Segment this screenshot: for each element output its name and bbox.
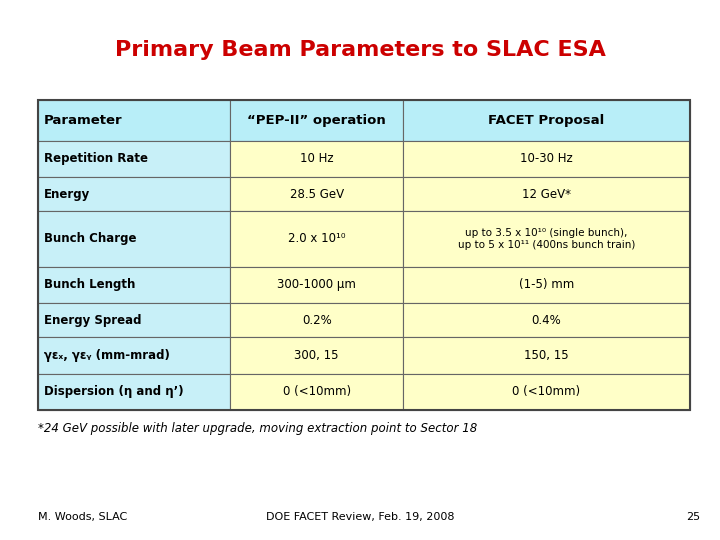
Text: Bunch Charge: Bunch Charge: [44, 232, 137, 246]
Text: 10 Hz: 10 Hz: [300, 152, 333, 165]
Text: FACET Proposal: FACET Proposal: [488, 114, 605, 127]
Bar: [403, 267, 690, 303]
Text: Bunch Length: Bunch Length: [44, 279, 135, 292]
Bar: [230, 140, 403, 177]
Bar: [403, 100, 690, 140]
Bar: [403, 338, 690, 374]
Bar: [403, 177, 690, 211]
Text: 0.4%: 0.4%: [531, 314, 562, 327]
Bar: [230, 100, 403, 140]
Text: 0 (<10mm): 0 (<10mm): [513, 386, 580, 399]
Bar: [230, 374, 403, 410]
Text: 28.5 GeV: 28.5 GeV: [289, 187, 343, 200]
Text: 0 (<10mm): 0 (<10mm): [283, 386, 351, 399]
Bar: [230, 338, 403, 374]
Text: Dispersion (η and η’): Dispersion (η and η’): [44, 386, 184, 399]
Bar: [38, 177, 230, 211]
Bar: [38, 100, 690, 410]
Text: “PEP-II” operation: “PEP-II” operation: [248, 114, 386, 127]
Bar: [38, 338, 230, 374]
Text: Repetition Rate: Repetition Rate: [44, 152, 148, 165]
Text: 25: 25: [686, 512, 700, 522]
Text: 0.2%: 0.2%: [302, 314, 332, 327]
Bar: [38, 267, 230, 303]
Text: (1-5) mm: (1-5) mm: [519, 279, 574, 292]
Bar: [403, 211, 690, 267]
Bar: [38, 211, 230, 267]
Bar: [38, 140, 230, 177]
Text: 12 GeV*: 12 GeV*: [522, 187, 571, 200]
Text: 300, 15: 300, 15: [294, 349, 339, 362]
Bar: [403, 374, 690, 410]
Text: 2.0 x 10¹⁰: 2.0 x 10¹⁰: [288, 232, 346, 246]
Bar: [38, 374, 230, 410]
Bar: [230, 267, 403, 303]
Text: DOE FACET Review, Feb. 19, 2008: DOE FACET Review, Feb. 19, 2008: [266, 512, 454, 522]
Text: Parameter: Parameter: [44, 114, 122, 127]
Bar: [403, 140, 690, 177]
Text: 150, 15: 150, 15: [524, 349, 569, 362]
Bar: [230, 303, 403, 338]
Bar: [230, 211, 403, 267]
Text: M. Woods, SLAC: M. Woods, SLAC: [38, 512, 127, 522]
Text: Primary Beam Parameters to SLAC ESA: Primary Beam Parameters to SLAC ESA: [114, 40, 606, 60]
Bar: [38, 100, 230, 140]
Bar: [38, 303, 230, 338]
Bar: [230, 177, 403, 211]
Text: 10-30 Hz: 10-30 Hz: [520, 152, 573, 165]
Text: up to 3.5 x 10¹⁰ (single bunch),
up to 5 x 10¹¹ (400ns bunch train): up to 3.5 x 10¹⁰ (single bunch), up to 5…: [458, 228, 635, 250]
Text: *24 GeV possible with later upgrade, moving extraction point to Sector 18: *24 GeV possible with later upgrade, mov…: [38, 422, 477, 435]
Bar: [403, 303, 690, 338]
Text: Energy: Energy: [44, 187, 90, 200]
Text: γεₓ, γεᵧ (mm-mrad): γεₓ, γεᵧ (mm-mrad): [44, 349, 170, 362]
Text: 300-1000 μm: 300-1000 μm: [277, 279, 356, 292]
Text: Energy Spread: Energy Spread: [44, 314, 142, 327]
